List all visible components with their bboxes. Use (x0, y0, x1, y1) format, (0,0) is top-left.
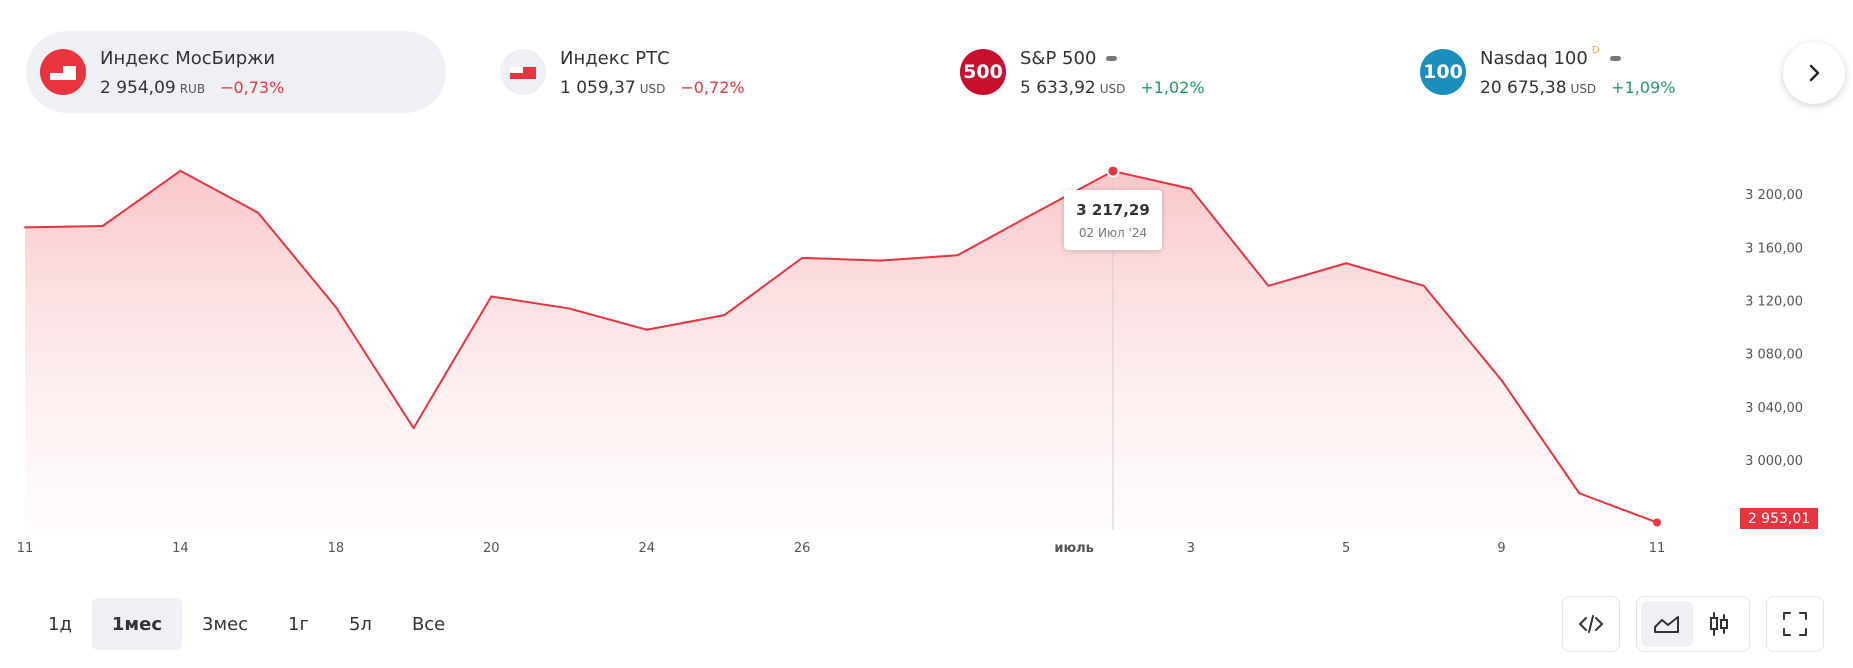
chart-tooltip: 3 217,29 02 Июл '24 (1064, 190, 1162, 250)
series-segment (257, 211, 337, 309)
nasdaq100-logo: 100 (1420, 49, 1466, 95)
candlestick-chart-button[interactable] (1693, 601, 1745, 647)
last-point (1653, 518, 1661, 527)
series-segment (334, 306, 415, 430)
ticker-currency: RUB (179, 81, 206, 96)
series-segment (1500, 379, 1581, 495)
code-icon (1579, 615, 1603, 633)
x-tick-label: 3 (1187, 541, 1195, 556)
series-segment (878, 254, 959, 262)
ticker-name: S&P 500 (1020, 48, 1097, 69)
series-segment (1267, 262, 1348, 287)
y-tick-label: 3 200,00 (1745, 188, 1803, 203)
fullscreen-button[interactable] (1766, 596, 1824, 652)
ticker-currency: USD (639, 81, 666, 96)
x-tick-label: 5 (1342, 541, 1350, 556)
period-1m[interactable]: 1мес (91, 598, 183, 650)
ticker-price: 20 675,38 (1480, 77, 1567, 98)
y-tick-label: 3 160,00 (1745, 241, 1803, 256)
period-selector: 1д 1мес 3мес 1г 5л Все (28, 598, 465, 650)
series-segment (1189, 187, 1270, 287)
ticker-nasdaq100[interactable]: 100 Nasdaq 100 D 20 675,38 USD +1,09% (1420, 31, 1740, 113)
ticker-change: −0,72% (680, 77, 745, 97)
tooltip-date: 02 Июл '24 (1078, 226, 1148, 240)
nasdaq100-logo-text: 100 (1423, 61, 1463, 83)
x-tick-label: 11 (17, 541, 34, 556)
series-segment (723, 256, 804, 317)
tooltip-value: 3 217,29 (1076, 201, 1150, 219)
series-segment (1422, 284, 1503, 382)
candlestick-icon (1710, 612, 1728, 636)
ticker-sp500[interactable]: 500 S&P 500 5 633,92 USD +1,02% (960, 31, 1260, 113)
x-tick-label: 24 (638, 541, 655, 556)
ticker-currency: USD (1570, 81, 1597, 96)
last-value-badge: 2 953,01 (1740, 508, 1818, 529)
series-segment (645, 314, 726, 331)
y-tick-label: 3 120,00 (1745, 294, 1803, 309)
ticker-rts[interactable]: Индекс РТС 1 059,37 USD −0,72% (500, 31, 800, 113)
ticker-currency: USD (1099, 81, 1126, 96)
ticker-superscript: D (1591, 45, 1600, 56)
embed-button[interactable] (1562, 596, 1620, 652)
period-3m[interactable]: 3мес (202, 613, 249, 635)
sp500-logo-text: 500 (963, 61, 1003, 83)
x-tick-label: июль (1054, 541, 1094, 556)
series-segment (101, 169, 182, 228)
ticker-price: 2 954,09 (100, 77, 176, 98)
ticker-price: 1 059,37 (560, 77, 636, 98)
x-tick-label: 11 (1649, 541, 1666, 556)
y-tick-label: 3 000,00 (1745, 454, 1803, 469)
series-segment (801, 256, 881, 262)
chevron-right-icon (1809, 64, 1820, 82)
series-segment (179, 169, 260, 214)
area-chart-icon (1654, 616, 1679, 633)
price-chart[interactable]: 3 200,00 3 160,00 3 120,00 3 080,00 3 040,00… (0, 0, 1853, 580)
x-tick-label: 20 (483, 541, 500, 556)
series-segment (956, 211, 1037, 257)
y-tick-label: 3 080,00 (1745, 348, 1803, 363)
x-tick-label: 14 (172, 541, 189, 556)
ticker-name: Индекс МосБиржи (100, 48, 276, 69)
series-segment (412, 295, 493, 430)
series-segment (1112, 170, 1192, 190)
ticker-moex[interactable]: Индекс МосБиржи 2 954,09 RUB −0,73% (26, 31, 446, 113)
series-segment (1345, 262, 1425, 287)
ticker-price: 5 633,92 (1020, 77, 1096, 98)
sp500-logo: 500 (960, 49, 1006, 95)
minus-icon (1106, 56, 1118, 61)
x-tick-label: 26 (794, 541, 811, 556)
series-segment (568, 307, 648, 331)
fullscreen-icon (1783, 612, 1807, 636)
series-segment (1578, 492, 1658, 524)
area-chart-button[interactable] (1641, 601, 1693, 647)
rts-flag-logo (500, 49, 546, 95)
x-tick-label: 9 (1497, 541, 1505, 556)
period-1y[interactable]: 1г (288, 613, 309, 635)
x-tick-label: 18 (328, 541, 345, 556)
series-segment (24, 225, 104, 229)
y-tick-label: 3 040,00 (1745, 401, 1803, 416)
minus-icon (1609, 56, 1621, 61)
series-segment (490, 295, 570, 310)
ticker-name: Индекс РТС (560, 48, 670, 69)
highlight-point (1106, 164, 1120, 178)
moex-flag-logo (40, 49, 86, 95)
period-5y[interactable]: 5л (348, 613, 372, 635)
ticker-change: +1,02% (1140, 77, 1205, 97)
chart-type-switch (1636, 596, 1750, 652)
period-1d[interactable]: 1д (48, 613, 72, 635)
ticker-change: −0,73% (220, 77, 285, 97)
ticker-name: Nasdaq 100 (1480, 48, 1588, 69)
area-fill (25, 170, 1657, 531)
ticker-change: +1,09% (1611, 77, 1676, 97)
next-tickers-button[interactable] (1783, 42, 1845, 104)
period-all[interactable]: Все (411, 613, 446, 635)
